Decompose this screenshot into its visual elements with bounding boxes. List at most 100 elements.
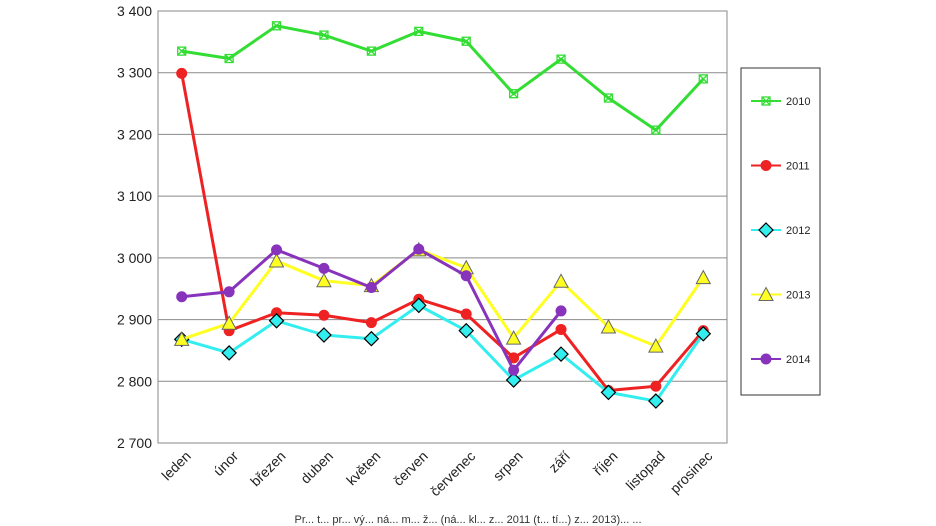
data-point [600,318,617,334]
data-point [271,244,283,256]
series-line [181,303,705,403]
series-2014 [176,243,567,376]
data-point [695,269,712,285]
data-point [555,305,567,317]
legend-item: 2011 [751,160,810,173]
data-point [600,384,617,401]
data-point [365,317,377,329]
data-point [318,262,330,274]
data-point [698,74,708,84]
data-point [556,54,566,64]
legend-item: 2012 [751,222,810,238]
data-point [458,322,475,339]
data-point [176,291,188,303]
data-point [365,281,377,293]
data-point [508,89,519,99]
legend-label: 2013 [786,290,810,302]
series-layer [173,21,712,409]
x-tick-label: květen [343,448,383,488]
series-line [181,24,705,132]
data-point [366,46,377,56]
x-tick-label: leden [158,448,194,484]
x-tick-label: srpen [490,448,526,484]
legend-marker [760,353,772,365]
data-point [316,272,332,288]
x-tick-label: červen [390,448,431,489]
legend-label: 2014 [786,354,810,366]
x-tick-label: prosinec [667,448,716,497]
series-2011 [176,67,709,397]
data-point [603,93,614,103]
data-point [268,252,285,268]
legend-label: 2012 [786,225,810,237]
data-point [414,26,424,37]
legend-marker [758,286,774,301]
legend: 2010 2011 2012 2013 2014 [740,67,821,396]
y-tick-label: 3 100 [117,188,152,204]
y-axis-ticks: 2 700 2 800 2 900 3 000 3 100 3 200 3 300 3 400 [117,3,152,451]
x-axis-ticks: leden únor březen duben květen červenčervenec… [158,448,715,500]
y-tick-label: 3 400 [117,3,152,19]
data-point [508,364,520,376]
data-point [316,327,332,343]
data-point [223,286,235,298]
data-point [221,315,237,330]
series-2012 [173,297,712,409]
data-point [553,273,569,288]
data-point [271,21,282,31]
y-tick-label: 3 200 [117,126,152,142]
legend-marker [758,222,774,238]
legend-item: 2013 [751,286,810,302]
figure-caption: Pr... t... pr... vý... ná... m... ž... (… [294,514,642,526]
y-tick-label: 3 000 [117,250,152,266]
y-tick-label: 2 800 [117,373,152,389]
data-point [363,330,380,347]
data-point [173,331,190,346]
x-tick-label: listopad [623,448,668,493]
legend-label: 2010 [786,96,810,108]
data-point [177,46,187,56]
legend-marker [761,96,771,106]
x-tick-label: září [545,448,573,476]
data-point [221,345,237,361]
data-point [651,125,661,135]
data-point [413,243,425,255]
series-2010 [177,21,708,135]
x-tick-label: říjen [590,448,621,479]
data-point [505,330,522,345]
y-tick-label: 2 700 [117,435,152,451]
data-point [224,53,234,64]
legend-label: 2011 [786,161,810,173]
y-tick-label: 2 900 [117,312,152,328]
series-line [181,248,705,348]
data-point [319,30,329,40]
x-tick-label: duben [297,448,336,487]
x-tick-label: únor [210,448,241,479]
data-point [648,338,664,353]
legend-item: 2010 [751,96,810,108]
y-tick-label: 3 300 [117,65,152,81]
legend-box [740,67,821,396]
data-point [695,325,712,342]
data-point [460,308,472,320]
data-point [555,323,567,335]
plot-frame [157,10,728,444]
data-point [176,67,188,79]
data-point [650,380,662,392]
legend-marker [760,160,772,171]
data-point [553,346,569,362]
data-point [648,393,664,409]
legend-item: 2014 [751,353,810,366]
x-tick-label: březen [247,448,289,490]
x-tick-label: červenec [427,448,478,499]
series-2013 [173,241,712,353]
gridlines [157,10,728,444]
data-point [460,270,472,282]
data-point [461,36,471,46]
data-point [505,372,522,388]
data-point [410,297,427,314]
data-point [318,309,330,321]
data-point [268,312,285,329]
series-line [180,73,705,393]
